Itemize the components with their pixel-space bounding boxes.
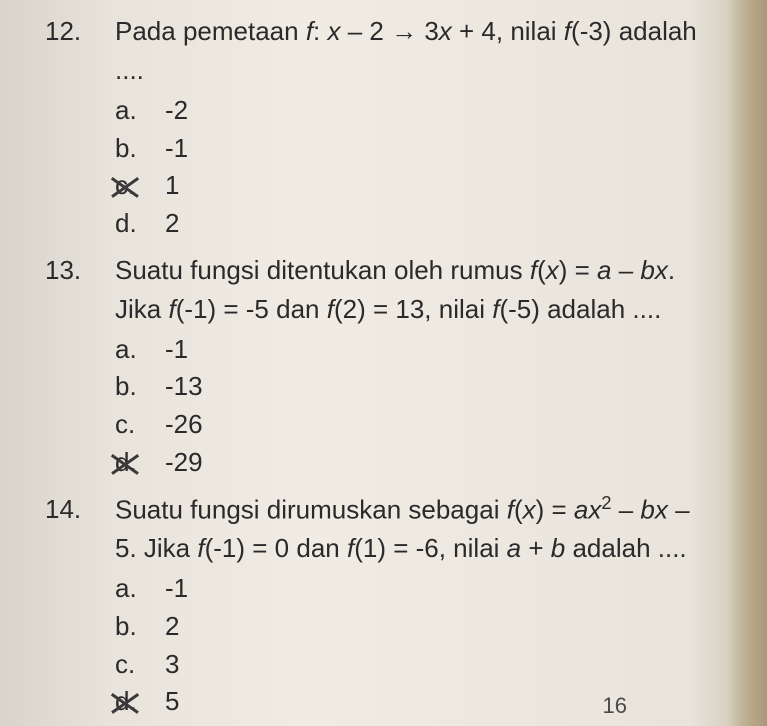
option-letter: b. [115, 130, 165, 168]
option-letter: c. [115, 406, 165, 444]
option-value: 2 [165, 205, 707, 243]
question-text: Suatu fungsi ditentukan oleh rumus f(x) … [115, 251, 707, 329]
option-a: a. -2 [115, 92, 707, 130]
option-value: -1 [165, 331, 707, 369]
option-c: c. -26 [115, 406, 707, 444]
question-number: 14. [45, 490, 115, 721]
question-text: Pada pemetaan f: x – 2 → 3x + 4, nilai f… [115, 12, 707, 90]
question-13: 13. Suatu fungsi ditentukan oleh rumus f… [45, 251, 707, 482]
question-content: Suatu fungsi dirumuskan sebagai f(x) = a… [115, 490, 707, 721]
option-letter: c. [115, 646, 165, 684]
options-list: a. -2 b. -1 c. 1 d. 2 [115, 92, 707, 243]
question-14: 14. Suatu fungsi dirumuskan sebagai f(x)… [45, 490, 707, 721]
option-letter: a. [115, 92, 165, 130]
option-letter: b. [115, 608, 165, 646]
option-d: d. 2 [115, 205, 707, 243]
question-content: Pada pemetaan f: x – 2 → 3x + 4, nilai f… [115, 12, 707, 243]
question-content: Suatu fungsi ditentukan oleh rumus f(x) … [115, 251, 707, 482]
option-d: d. -29 [115, 444, 707, 482]
option-b: b. -1 [115, 130, 707, 168]
option-letter-crossed: c. [115, 167, 165, 205]
option-letter: d. [115, 205, 165, 243]
option-value: -1 [165, 130, 707, 168]
option-a: a. -1 [115, 331, 707, 369]
option-value: 2 [165, 608, 707, 646]
option-letter: b. [115, 368, 165, 406]
option-value: 3 [165, 646, 707, 684]
question-number: 12. [45, 12, 115, 243]
option-value: -29 [165, 444, 707, 482]
option-c: c. 1 [115, 167, 707, 205]
option-letter: a. [115, 331, 165, 369]
question-number: 13. [45, 251, 115, 482]
option-letter-crossed: d. [115, 444, 165, 482]
question-12: 12. Pada pemetaan f: x – 2 → 3x + 4, nil… [45, 12, 707, 243]
option-a: a. -1 [115, 570, 707, 608]
options-list: a. -1 b. -13 c. -26 d. -29 [115, 331, 707, 482]
option-b: b. 2 [115, 608, 707, 646]
option-letter-crossed: d. [115, 683, 165, 721]
page-edge-shadow [727, 0, 767, 726]
option-b: b. -13 [115, 368, 707, 406]
option-c: c. 3 [115, 646, 707, 684]
option-value: -2 [165, 92, 707, 130]
question-text: Suatu fungsi dirumuskan sebagai f(x) = a… [115, 490, 707, 569]
bottom-fragment: 16 [603, 689, 627, 722]
option-value: -1 [165, 570, 707, 608]
option-letter: a. [115, 570, 165, 608]
option-value: -13 [165, 368, 707, 406]
option-value: 1 [165, 167, 707, 205]
option-value: -26 [165, 406, 707, 444]
